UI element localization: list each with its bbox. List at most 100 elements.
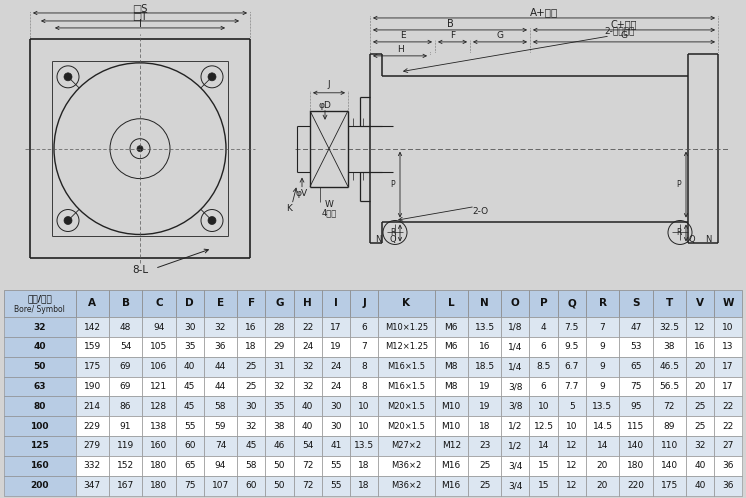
Bar [237, 476, 266, 496]
Text: 20: 20 [597, 461, 608, 470]
Bar [378, 456, 434, 476]
Text: 24: 24 [302, 343, 313, 352]
Bar [142, 317, 175, 337]
Text: 128: 128 [150, 402, 167, 411]
Bar [530, 436, 557, 456]
Text: Q: Q [389, 235, 396, 244]
Text: 10: 10 [358, 422, 370, 431]
Bar [175, 376, 204, 396]
Bar [142, 290, 175, 317]
Text: 65: 65 [630, 362, 642, 371]
Bar [75, 476, 109, 496]
Text: 22: 22 [302, 323, 313, 332]
Bar [350, 376, 378, 396]
Text: 18: 18 [358, 481, 370, 490]
Text: 13.5: 13.5 [592, 402, 612, 411]
Text: 347: 347 [84, 481, 101, 490]
Text: 19: 19 [479, 402, 490, 411]
Text: K: K [402, 298, 410, 308]
Bar [204, 416, 237, 436]
Text: 229: 229 [84, 422, 101, 431]
Text: 14.5: 14.5 [592, 422, 612, 431]
Text: 3/8: 3/8 [508, 382, 522, 391]
Text: 167: 167 [117, 481, 134, 490]
Text: 35: 35 [184, 343, 195, 352]
Bar [619, 357, 653, 376]
Bar [266, 357, 293, 376]
Text: F: F [248, 298, 254, 308]
Text: 40: 40 [695, 461, 706, 470]
Text: M16×1.5: M16×1.5 [387, 362, 425, 371]
Text: 7.7: 7.7 [565, 382, 579, 391]
Bar [557, 456, 586, 476]
Bar [557, 357, 586, 376]
Text: 69: 69 [120, 382, 131, 391]
Text: G: G [621, 31, 627, 40]
Bar [378, 476, 434, 496]
Text: 138: 138 [150, 422, 168, 431]
Bar [378, 290, 434, 317]
Text: 27: 27 [722, 441, 734, 451]
Text: 14: 14 [538, 441, 549, 451]
Text: R: R [390, 229, 395, 238]
Text: 28: 28 [274, 323, 285, 332]
Text: B: B [122, 298, 130, 308]
Bar [434, 357, 468, 376]
Bar [714, 416, 742, 436]
Bar [204, 436, 237, 456]
Text: 30: 30 [330, 402, 342, 411]
Text: 3/4: 3/4 [508, 461, 522, 470]
Bar [378, 337, 434, 357]
Text: 12: 12 [695, 323, 706, 332]
Bar [586, 317, 619, 337]
Text: 142: 142 [84, 323, 101, 332]
Bar [557, 317, 586, 337]
Text: 23: 23 [479, 441, 490, 451]
Bar [557, 396, 586, 416]
Bar [619, 436, 653, 456]
Text: 121: 121 [150, 382, 167, 391]
Text: 74: 74 [215, 441, 226, 451]
Bar [468, 290, 501, 317]
Text: 19: 19 [479, 382, 490, 391]
Text: 16: 16 [695, 343, 706, 352]
Bar [204, 337, 237, 357]
Bar [109, 337, 142, 357]
Bar [468, 396, 501, 416]
Text: □T: □T [133, 12, 148, 22]
Text: 56.5: 56.5 [659, 382, 680, 391]
Bar [686, 357, 714, 376]
Bar [619, 376, 653, 396]
Text: Q: Q [568, 298, 576, 308]
Bar [266, 396, 293, 416]
Text: M8: M8 [445, 362, 458, 371]
Bar [530, 357, 557, 376]
Bar [322, 416, 350, 436]
Bar [109, 416, 142, 436]
Text: G: G [275, 298, 283, 308]
Bar [468, 416, 501, 436]
Bar [204, 376, 237, 396]
Bar [653, 456, 686, 476]
Bar [434, 317, 468, 337]
Bar [714, 436, 742, 456]
Bar [350, 416, 378, 436]
Text: V: V [696, 298, 704, 308]
Text: 6.7: 6.7 [565, 362, 579, 371]
Bar [686, 396, 714, 416]
Text: 44: 44 [215, 362, 226, 371]
Text: C+行程: C+行程 [611, 19, 637, 29]
Bar [714, 456, 742, 476]
Text: 50: 50 [34, 362, 46, 371]
Text: 25: 25 [695, 402, 706, 411]
Bar [468, 436, 501, 456]
Bar [293, 317, 322, 337]
Text: 9: 9 [600, 382, 606, 391]
Text: 10: 10 [358, 402, 370, 411]
Text: 160: 160 [31, 461, 49, 470]
Bar [75, 357, 109, 376]
Text: 60: 60 [245, 481, 257, 490]
Bar [293, 376, 322, 396]
Text: 1/2: 1/2 [508, 422, 522, 431]
Text: 1/8: 1/8 [508, 323, 522, 332]
